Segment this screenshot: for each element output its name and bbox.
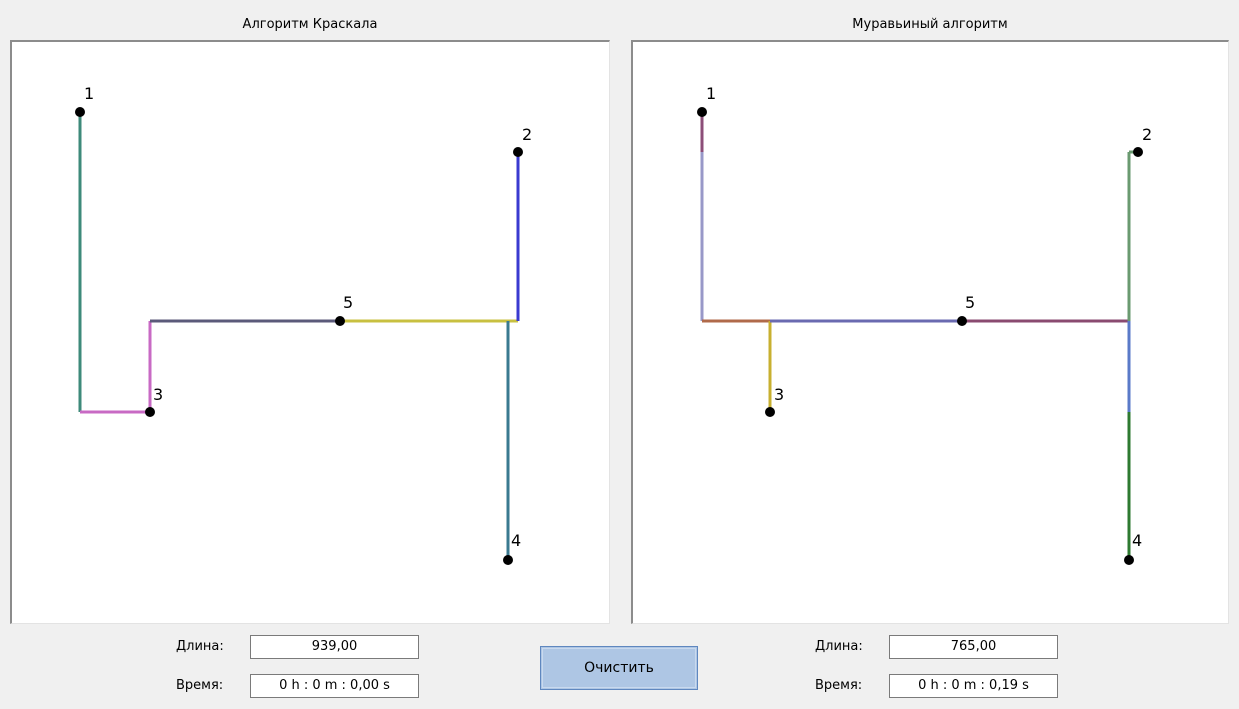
ant-node-label-1: 1	[706, 84, 716, 103]
kruskal-node-2	[513, 147, 523, 157]
ant-node-label-4: 4	[1132, 531, 1142, 550]
kruskal-length-field[interactable]: 939,00	[250, 635, 419, 659]
kruskal-canvas[interactable]: 1 2 3 4 5	[10, 40, 610, 624]
kruskal-length-label: Длина:	[176, 639, 224, 654]
ant-node-2	[1133, 147, 1143, 157]
ant-node-3	[765, 407, 775, 417]
kruskal-node-label-2: 2	[522, 125, 532, 144]
kruskal-node-label-1: 1	[84, 84, 94, 103]
ant-node-label-2: 2	[1142, 125, 1152, 144]
ant-node-4	[1124, 555, 1134, 565]
ant-graph: 1 2 3 4 5	[697, 84, 1152, 565]
kruskal-graph: 1 2 3 4 5	[75, 84, 532, 565]
kruskal-node-4	[503, 555, 513, 565]
clear-button[interactable]: Очистить	[540, 646, 698, 690]
ant-node-5	[957, 316, 967, 326]
ant-length-label: Длина:	[815, 639, 863, 654]
kruskal-node-5	[335, 316, 345, 326]
ant-node-1	[697, 107, 707, 117]
ant-node-label-5: 5	[965, 293, 975, 312]
kruskal-time-label: Время:	[176, 678, 224, 693]
kruskal-node-1	[75, 107, 85, 117]
kruskal-node-label-4: 4	[511, 531, 521, 550]
ant-title: Муравьиный алгоритм	[852, 17, 1008, 32]
ant-canvas[interactable]: 1 2 3 4 5	[631, 40, 1229, 624]
kruskal-time-field[interactable]: 0 h : 0 m : 0,00 s	[250, 674, 419, 698]
ant-time-field[interactable]: 0 h : 0 m : 0,19 s	[889, 674, 1058, 698]
ant-node-label-3: 3	[774, 385, 784, 404]
ant-time-label: Время:	[815, 678, 863, 693]
kruskal-node-3	[145, 407, 155, 417]
ant-length-field[interactable]: 765,00	[889, 635, 1058, 659]
kruskal-node-label-3: 3	[153, 385, 163, 404]
kruskal-node-label-5: 5	[343, 293, 353, 312]
kruskal-title: Алгоритм Краскала	[242, 17, 378, 32]
